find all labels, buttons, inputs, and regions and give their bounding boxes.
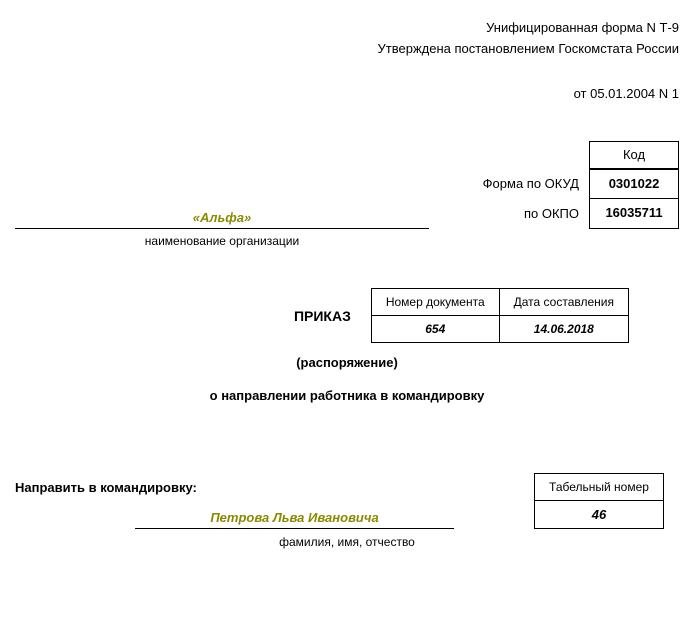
document-meta-table: Номер документа Дата составления 654 14.… — [371, 288, 629, 343]
code-header: Код — [589, 141, 679, 169]
okud-value: 0301022 — [589, 169, 679, 199]
doc-number: 654 — [371, 316, 499, 343]
form-code-line: Унифицированная форма N Т-9 — [15, 20, 679, 35]
org-name: «Альфа» — [15, 210, 429, 229]
form-header: Унифицированная форма N Т-9 Утверждена п… — [15, 20, 679, 56]
tab-number-value: 46 — [534, 501, 664, 529]
okpo-label: по ОКПО — [429, 199, 579, 229]
document-meta: ПРИКАЗ Номер документа Дата составления … — [15, 288, 679, 343]
send-label: Направить в командировку: — [15, 480, 197, 501]
okpo-value: 16035711 — [589, 199, 679, 229]
employee-fio: Петрова Льва Ивановича — [135, 510, 454, 529]
prikaz-title: ПРИКАЗ — [294, 308, 351, 324]
codes-section: «Альфа» Форма по ОКУД по ОКПО Код 030102… — [15, 141, 679, 229]
approval-date: от 05.01.2004 N 1 — [15, 86, 679, 101]
col-doc-number: Номер документа — [371, 289, 499, 316]
col-doc-date: Дата составления — [499, 289, 628, 316]
rasporyazhenie: (распоряжение) — [15, 355, 679, 370]
okud-label: Форма по ОКУД — [429, 169, 579, 199]
tab-number-header: Табельный номер — [534, 473, 664, 501]
approval-line: Утверждена постановлением Госкомстата Ро… — [15, 41, 679, 56]
fio-caption: фамилия, имя, отчество — [15, 535, 679, 549]
about-line: о направлении работника в командировку — [15, 388, 679, 403]
send-row: Направить в командировку: Табельный номе… — [15, 473, 679, 501]
doc-date: 14.06.2018 — [499, 316, 628, 343]
org-caption: наименование организации — [15, 234, 429, 248]
